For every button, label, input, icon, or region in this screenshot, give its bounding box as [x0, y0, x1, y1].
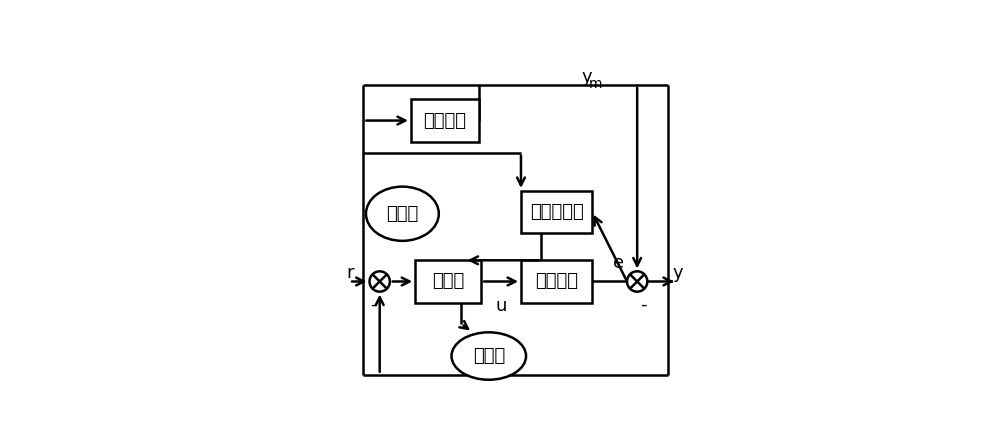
Circle shape	[627, 271, 647, 292]
Text: -: -	[370, 296, 376, 314]
Ellipse shape	[452, 332, 526, 380]
Text: 自适应机构: 自适应机构	[530, 203, 583, 221]
Text: r: r	[346, 264, 354, 282]
Text: e: e	[613, 254, 624, 272]
Bar	[521, 260, 592, 303]
Text: y: y	[672, 264, 683, 282]
Text: u: u	[495, 297, 507, 315]
Bar	[411, 99, 479, 142]
Circle shape	[370, 271, 390, 292]
Text: 内回路: 内回路	[473, 347, 505, 365]
Text: -: -	[640, 296, 647, 314]
Text: 控制器: 控制器	[432, 272, 464, 290]
Text: m: m	[589, 77, 602, 91]
Ellipse shape	[366, 187, 439, 241]
Bar	[521, 191, 592, 233]
Text: 外回路: 外回路	[386, 205, 419, 223]
Text: 参考模型: 参考模型	[423, 112, 466, 129]
Text: y: y	[582, 67, 593, 85]
Text: 被控对象: 被控对象	[535, 272, 578, 290]
Bar	[415, 260, 481, 303]
